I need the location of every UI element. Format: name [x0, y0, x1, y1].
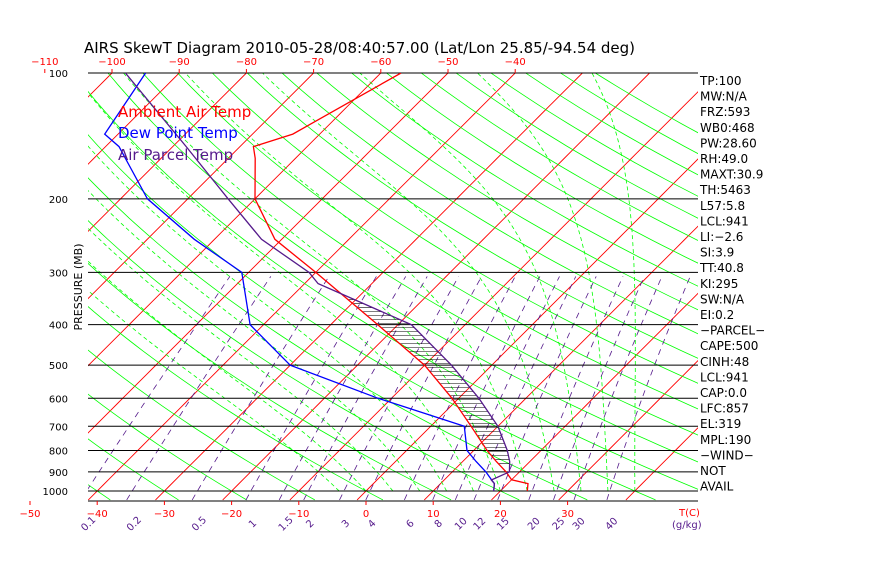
index-value: LI:−2.6: [700, 230, 743, 244]
isotherm-line: [0, 70, 48, 500]
pressure-tick-label: 300: [49, 268, 68, 279]
mixing-ratio-unit: (g/kg): [672, 520, 702, 531]
mixing-ratio-line: [279, 276, 406, 500]
mixing-ratio-line: [81, 276, 230, 500]
pressure-tick-label: 700: [49, 422, 68, 433]
index-value: RH:49.0: [700, 152, 748, 166]
top-tick-label: −70: [303, 57, 324, 68]
index-value: −WIND−: [700, 448, 754, 462]
mixing-ratio-line: [340, 276, 459, 500]
top-tick-label: −40: [505, 57, 526, 68]
dry-adiabat-line: [485, 69, 870, 500]
mixing-ratio-line: [433, 276, 540, 500]
mixing-ratio-line: [127, 276, 271, 500]
mixing-ratio-label: 10: [453, 516, 470, 533]
top-tick-label: −80: [236, 57, 257, 68]
top-tick-label: −60: [370, 57, 391, 68]
mixing-ratio-label: 1: [247, 518, 259, 530]
dry-adiabat-line: [277, 69, 870, 500]
isotherm-line: [223, 70, 653, 500]
pressure-tick-label: 200: [49, 195, 68, 206]
legend-ambient-temp: Ambient Air Temp: [118, 103, 251, 121]
mixing-ratio-line: [554, 276, 645, 500]
pressure-tick-label: 600: [49, 394, 68, 405]
index-value: −PARCEL−: [700, 324, 765, 338]
mixing-ratio-label: 2: [304, 518, 316, 530]
isotherm-line: [0, 70, 115, 500]
index-value: AVAIL: [700, 480, 734, 494]
index-value: MW:N/A: [700, 90, 748, 104]
mixing-ratio-label: 40: [604, 516, 621, 533]
dry-adiabat-line: [312, 69, 870, 500]
index-value: LCL:941: [700, 214, 749, 228]
dry-adiabat-line: [346, 69, 870, 500]
bottom-tick-label: −20: [221, 509, 242, 520]
chart-title: AIRS SkewT Diagram 2010-05-28/08:40:57.0…: [84, 39, 635, 57]
pressure-tick-label: 1000: [43, 487, 68, 498]
index-value: NOT: [700, 464, 726, 478]
moist-adiabat-line: [592, 73, 635, 491]
isotherm-line: [290, 70, 720, 500]
mixing-ratio-label: 0.2: [125, 515, 144, 534]
index-value: MAXT:30.9: [700, 168, 763, 182]
mixing-ratio-label: 3: [340, 518, 352, 530]
bottom-tick-label: −50: [19, 509, 40, 520]
index-value: CINH:48: [700, 355, 749, 369]
top-tick-label: −110: [31, 57, 58, 68]
pressure-tick-label: 500: [49, 361, 68, 372]
index-value: WB0:468: [700, 121, 755, 135]
dry-adiabat-line: [0, 69, 110, 500]
index-value: TH:5463: [699, 183, 751, 197]
moist-adiabat-line: [360, 73, 581, 491]
bottom-tick-label: 30: [561, 509, 574, 520]
y-axis-label: PRESSURE (MB): [72, 244, 85, 331]
mixing-ratio-label: 20: [526, 516, 543, 533]
pressure-tick-label: 800: [49, 446, 68, 457]
legend-dew-point: Dew Point Temp: [118, 124, 238, 142]
pressure-tick-label: 400: [49, 321, 68, 332]
mixing-ratio-label: 0.5: [190, 515, 209, 534]
mixing-ratio-line: [404, 276, 515, 500]
index-value: LCL:941: [700, 370, 749, 384]
index-value: PW:28.60: [700, 136, 757, 150]
index-value: CAPE:500: [700, 339, 758, 353]
bottom-tick-label: 10: [427, 509, 440, 520]
legend-parcel-temp: Air Parcel Temp: [118, 146, 233, 164]
mixing-ratio-label: 6: [404, 518, 416, 530]
top-tick-label: −50: [437, 57, 458, 68]
index-value: L57:5.8: [700, 199, 745, 213]
top-tick-label: −100: [98, 57, 125, 68]
index-value: SI:3.9: [700, 246, 734, 260]
bottom-tick-label: 0: [363, 509, 369, 520]
index-value: EL:319: [700, 417, 741, 431]
index-value: SW:N/A: [700, 292, 745, 306]
index-value: LFC:857: [700, 402, 749, 416]
pressure-tick-label: 900: [49, 468, 68, 479]
pressure-tick-label: 100: [49, 69, 68, 80]
x-axis-label: T(C): [678, 508, 700, 519]
bottom-tick-label: −30: [154, 509, 175, 520]
mixing-ratio-label: 12: [472, 516, 489, 533]
index-value: KI:295: [700, 277, 738, 291]
top-tick-label: −90: [169, 57, 190, 68]
index-value: FRZ:593: [700, 105, 750, 119]
index-value: TT:40.8: [699, 261, 744, 275]
index-value: CAP:0.0: [700, 386, 747, 400]
mixing-ratio-label: 4: [366, 518, 378, 530]
mixing-ratio-label: 8: [433, 518, 445, 530]
index-value: EI:0.2: [700, 308, 734, 322]
index-value: TP:100: [699, 74, 742, 88]
index-value: MPL:190: [700, 433, 751, 447]
